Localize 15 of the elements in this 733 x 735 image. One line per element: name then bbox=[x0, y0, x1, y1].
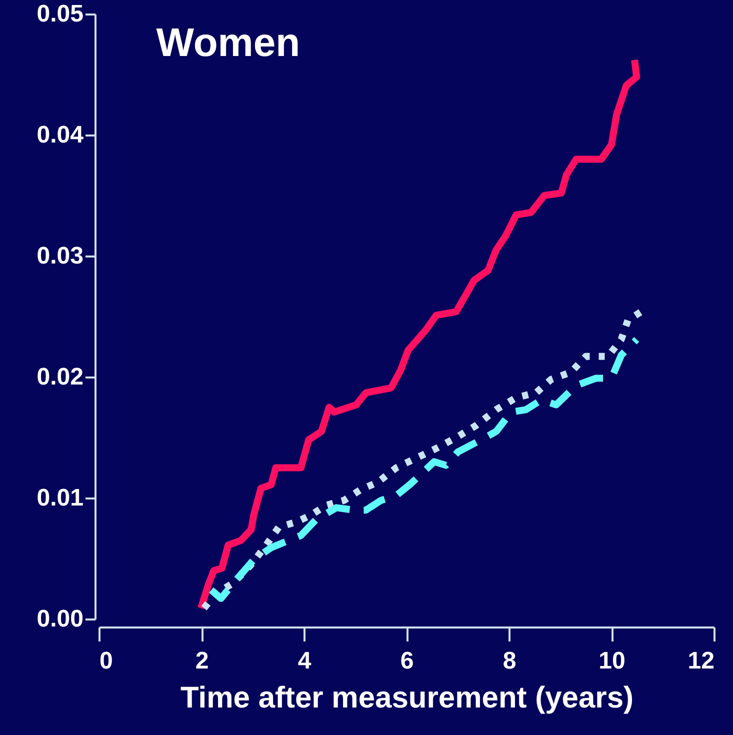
x-tick-label: 8 bbox=[502, 648, 516, 674]
x-tick-label: 10 bbox=[598, 648, 626, 674]
x-tick-label: 12 bbox=[688, 648, 714, 674]
x-axis-title: Time after measurement (years) bbox=[180, 682, 634, 714]
x-tick-label: 2 bbox=[195, 648, 209, 674]
y-tick-label: 0.02 bbox=[36, 364, 84, 390]
x-tick-label: 6 bbox=[400, 648, 414, 674]
chart-title: Women bbox=[156, 21, 300, 65]
y-tick-label: 0.01 bbox=[36, 484, 84, 512]
y-tick-label: 0.05 bbox=[36, 0, 84, 28]
y-tick-label: 0.03 bbox=[36, 242, 84, 270]
y-tick-label: 0.00 bbox=[36, 606, 84, 632]
x-tick-label: 4 bbox=[298, 648, 312, 674]
y-tick-label: 0.04 bbox=[36, 122, 84, 148]
x-tick-label: 0 bbox=[100, 648, 113, 674]
